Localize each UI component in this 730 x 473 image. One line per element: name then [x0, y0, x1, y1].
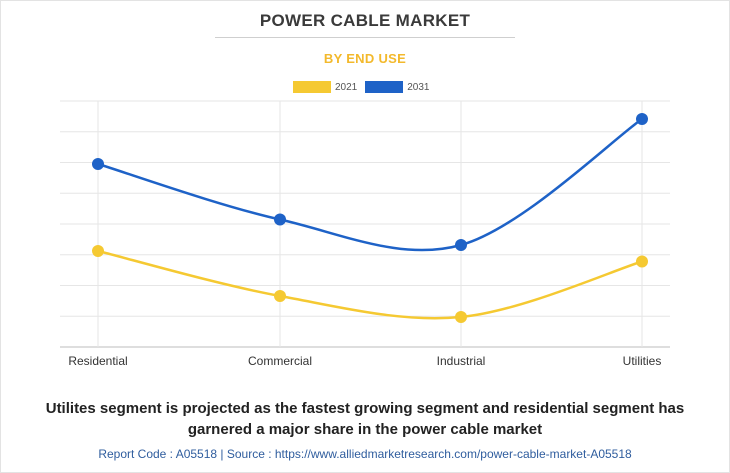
legend-label-2031: 2031 — [407, 81, 430, 93]
caption: Utilites segment is projected as the fas… — [0, 398, 730, 440]
x-tick-label-utilities: Utilities — [623, 354, 662, 368]
series-line-2031 — [97, 117, 643, 252]
legend-label-2021: 2021 — [335, 81, 358, 93]
x-tick-label-commercial: Commercial — [248, 354, 312, 368]
data-point-2031-industrial — [455, 239, 467, 251]
data-point-2021-utilities — [636, 255, 648, 268]
chart-subtitle: BY END USE — [323, 51, 407, 66]
x-tick-label-residential: Residential — [68, 354, 127, 368]
data-point-2021-industrial — [455, 311, 467, 323]
chart-title: POWER CABLE MARKET — [259, 11, 471, 30]
report-source-footer[interactable]: Report Code : A05518 | Source : https://… — [98, 447, 632, 461]
data-point-2031-utilities — [636, 113, 648, 125]
caption-line-2: garnered a major share in the power cabl… — [187, 421, 543, 438]
x-tick-label-industrial: Industrial — [437, 354, 486, 368]
legend-swatch-2021 — [293, 81, 331, 93]
data-point-2021-residential — [92, 245, 104, 257]
legend-item-2021[interactable]: 2021 — [293, 81, 357, 93]
title-divider — [215, 37, 515, 38]
series-line-2021 — [97, 249, 643, 320]
data-point-2031-commercial — [274, 213, 286, 226]
legend-swatch-2031 — [365, 81, 404, 93]
legend-item-2031[interactable]: 2031 — [365, 81, 430, 93]
legend: 2021 2031 — [293, 80, 438, 94]
data-point-2031-residential — [92, 158, 104, 170]
caption-line-1: Utilites segment is projected as the fas… — [45, 400, 685, 417]
data-point-2021-commercial — [274, 290, 286, 302]
